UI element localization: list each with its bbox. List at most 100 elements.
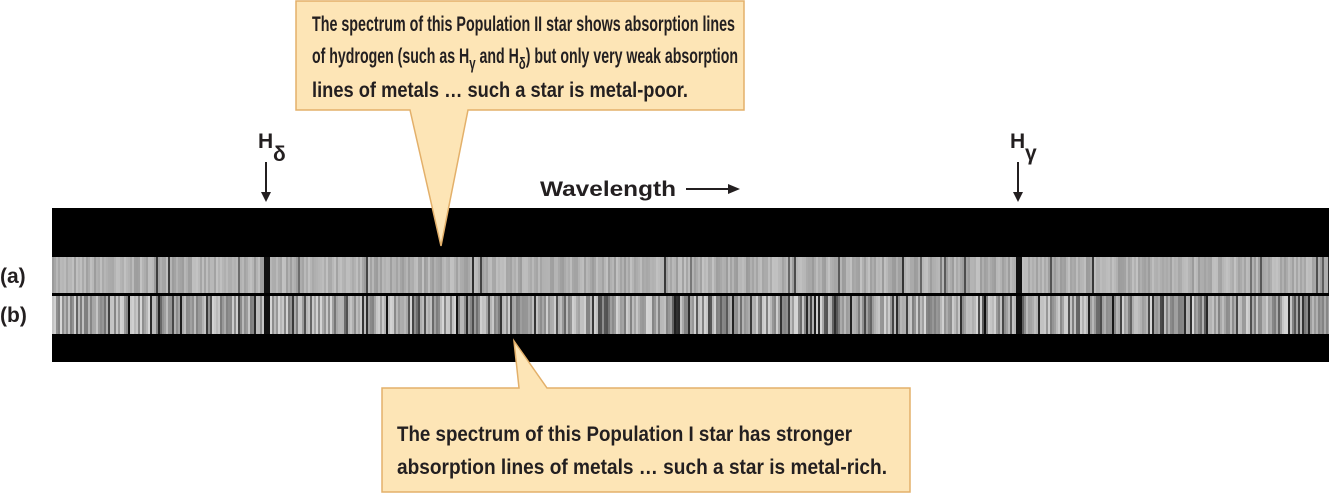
spectrum-stripe: [502, 296, 504, 334]
spectrum-stripe: [404, 257, 406, 293]
spectrum-stripe: [1290, 257, 1292, 293]
spectrum-stripe: [1064, 296, 1066, 334]
spectrum-stripe: [606, 257, 608, 293]
spectrum-stripe: [246, 257, 248, 293]
spectrum-stripe: [666, 296, 668, 334]
spectrum-stripe: [1150, 257, 1152, 293]
spectrum-stripe: [402, 257, 404, 293]
spectrum-stripe: [1082, 296, 1084, 334]
spectrum-stripe: [206, 296, 208, 334]
spectrum-stripe: [580, 296, 582, 334]
spectrum-stripe: [616, 257, 618, 293]
spectrum-stripe: [654, 296, 656, 334]
spectrum-stripe: [998, 257, 1000, 293]
spectrum-stripe: [540, 257, 542, 293]
spectrum-stripe: [1002, 257, 1004, 293]
spectrum-stripe: [786, 296, 788, 334]
spectrum-stripe: [396, 257, 398, 293]
spectrum-stripe: [1130, 296, 1132, 334]
spectrum-stripe: [602, 296, 604, 334]
spectrum-stripe: [522, 257, 524, 293]
spectrum-stripe: [132, 257, 134, 293]
spectrum-stripe: [754, 296, 756, 334]
spectrum-stripe: [1032, 296, 1034, 334]
spectrum-stripe: [116, 296, 118, 334]
spectrum-stripe: [1214, 257, 1216, 293]
spectrum-stripe: [656, 296, 658, 334]
spectrum-stripe: [1168, 296, 1170, 334]
spectrum-stripe: [1206, 257, 1208, 293]
spectrum-stripe: [1076, 257, 1078, 293]
spectrum-stripe: [426, 296, 428, 334]
spectrum-stripe: [260, 257, 262, 293]
spectrum-stripe: [762, 257, 764, 293]
spectrum-stripe: [886, 257, 888, 293]
spectrum-stripe: [144, 296, 146, 334]
spectrum-stripe: [1172, 257, 1174, 293]
spectrum-stripe: [1294, 257, 1296, 293]
spectrum-stripe: [794, 296, 796, 334]
spectrum-stripe: [1308, 296, 1310, 334]
spectrum-stripe: [1278, 257, 1280, 293]
spectrum-stripe: [1292, 296, 1294, 334]
spectrum-stripe: [90, 257, 92, 293]
spectrum-stripe: [1272, 257, 1274, 293]
spectrum-stripe: [278, 257, 280, 293]
spectrum-stripe: [952, 296, 954, 334]
spectrum-stripe: [636, 257, 638, 293]
spectrum-stripe: [220, 296, 222, 334]
spectrum-stripe: [60, 257, 62, 293]
spectrum-stripe: [262, 257, 264, 293]
spectrum-stripe: [746, 257, 748, 293]
spectrum-stripe: [178, 296, 180, 334]
spectrum-stripe: [736, 296, 738, 334]
spectrum-stripe: [158, 296, 160, 334]
spectrum-stripe: [254, 296, 256, 334]
spectrum-stripe: [338, 257, 340, 293]
spectrum-stripe: [994, 257, 996, 293]
spectrum-stripe: [494, 257, 496, 293]
spectrum-stripe: [190, 296, 192, 334]
spectrum-stripe: [1080, 257, 1082, 293]
spectrum-stripe: [454, 257, 456, 293]
spectrum-stripe: [300, 296, 302, 334]
spectrum-stripe: [854, 257, 856, 293]
spectrum-stripe: [452, 257, 454, 293]
spectrum-stripe: [926, 257, 928, 293]
spectrum-stripe: [1126, 257, 1128, 293]
spectrum-stripe: [78, 296, 80, 334]
spectrum-stripe: [324, 296, 326, 334]
spectrum-stripe: [224, 296, 226, 334]
spectrum-stripe: [258, 257, 260, 293]
spectrum-stripe: [334, 296, 336, 334]
spectrum-stripe: [860, 296, 862, 334]
spectrum-stripe: [1122, 296, 1124, 334]
spectrum-stripe: [608, 257, 610, 293]
spectrum-stripe: [54, 296, 56, 334]
spectrum-stripe: [1180, 296, 1182, 334]
spectrum-stripe: [1170, 296, 1172, 334]
spectrum-stripe: [130, 296, 132, 334]
spectrum-stripe: [392, 296, 394, 334]
spectrum-stripe: [210, 296, 212, 334]
spectrum-stripe: [914, 296, 916, 334]
spectrum-stripe: [1302, 257, 1304, 293]
spectrum-stripe: [1212, 257, 1214, 293]
spectrum-stripe: [842, 257, 844, 293]
top-callout-line: The spectrum of this Population II star …: [312, 13, 735, 36]
spectrum-stripe: [1046, 296, 1048, 334]
spectrum-stripe: [1160, 257, 1162, 293]
marker-letter: H: [1010, 130, 1025, 153]
spectrum-stripe: [172, 296, 174, 334]
spectrum-stripe: [708, 296, 710, 334]
spectrum-stripe: [1300, 296, 1302, 334]
spectrum-stripe: [474, 257, 476, 293]
spectrum-stripe: [672, 257, 674, 293]
spectrum-stripe: [122, 296, 124, 334]
spectrum-stripe: [934, 257, 936, 293]
spectrum-stripe: [514, 296, 516, 334]
spectrum-stripe: [108, 257, 110, 293]
spectrum-stripe: [888, 257, 890, 293]
spectrum-stripe: [1230, 296, 1232, 334]
spectrum-stripe: [644, 296, 646, 334]
